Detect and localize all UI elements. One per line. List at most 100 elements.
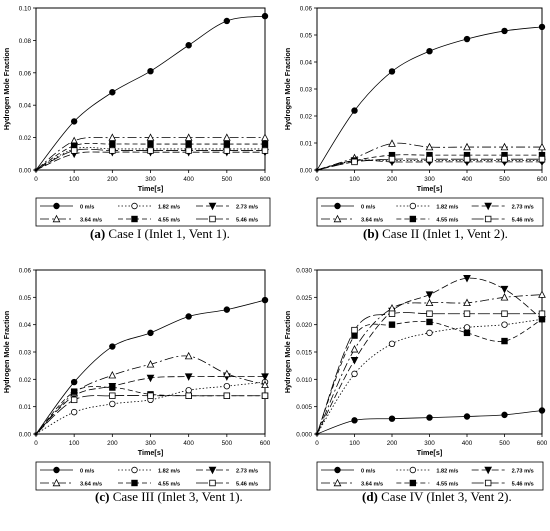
y-tick-label: 0.00 <box>19 168 32 175</box>
data-point <box>501 27 508 35</box>
data-point <box>463 310 471 317</box>
legend-label: 1.82 m/s <box>436 468 458 474</box>
x-tick-label: 500 <box>222 440 233 447</box>
data-point <box>501 310 508 317</box>
legend-label: 5.46 m/s <box>512 217 534 223</box>
legend-marker <box>53 202 60 210</box>
x-tick-label: 0 <box>34 176 38 183</box>
legend-marker <box>208 202 217 211</box>
origin-point <box>34 432 38 436</box>
y-tick-label: 0.03 <box>19 350 32 357</box>
legend-label: 3.64 m/s <box>361 217 383 223</box>
series-1 <box>315 23 546 172</box>
legend-marker <box>131 466 138 474</box>
series-1 <box>34 296 269 436</box>
legend-marker <box>333 478 342 487</box>
caption-text: Case I (Inlet 1, Vent 1). <box>105 226 230 241</box>
x-tick-label: 400 <box>462 176 473 183</box>
legend-marker <box>484 479 492 487</box>
x-tick-label: 100 <box>69 176 80 183</box>
data-point <box>223 392 231 399</box>
data-point <box>538 407 546 414</box>
plot-frame <box>35 269 266 435</box>
data-point <box>426 155 433 163</box>
data-point <box>351 370 358 378</box>
panel-caption: (c) Case III (Inlet 3, Vent 1). <box>95 489 243 505</box>
data-point <box>388 310 396 317</box>
data-point <box>426 310 433 317</box>
data-point <box>463 155 471 163</box>
x-tick-label: 500 <box>499 440 510 447</box>
data-point <box>538 155 546 163</box>
caption-tag: (a) <box>90 226 106 241</box>
legend-label: 4.55 m/s <box>158 481 180 487</box>
y-tick-label: 0.025 <box>296 295 312 302</box>
data-point <box>223 306 231 313</box>
legend-label: 1.82 m/s <box>158 204 180 210</box>
data-point <box>261 380 269 389</box>
data-point <box>147 329 154 337</box>
x-tick-label: 300 <box>424 176 435 183</box>
series-line <box>316 410 543 435</box>
data-point <box>425 142 434 151</box>
data-point <box>147 67 154 75</box>
legend-label: 0 m/s <box>80 468 94 474</box>
y-tick-label: 0.01 <box>300 141 313 148</box>
data-point <box>500 285 509 294</box>
y-tick-label: 0.04 <box>300 60 313 67</box>
x-tick-label: 300 <box>145 440 156 447</box>
x-tick-label: 300 <box>424 440 435 447</box>
data-point <box>70 396 78 404</box>
data-point <box>426 414 433 421</box>
series-5 <box>34 384 269 436</box>
data-point <box>147 147 154 154</box>
chart-panel-4: 0.000 0.005 0.010 0.015 0.020 0.025 0.030 0 100 2… <box>283 268 548 491</box>
legend-marker <box>131 215 138 223</box>
data-point <box>185 313 192 320</box>
y-tick-label: 0.08 <box>19 38 32 45</box>
y-tick-label: 0.030 <box>296 268 312 275</box>
data-point <box>388 340 396 347</box>
data-point <box>222 133 231 141</box>
legend-label: 5.46 m/s <box>236 217 258 223</box>
data-point <box>108 370 117 379</box>
y-tick-label: 0.02 <box>19 135 32 142</box>
data-point <box>109 140 116 148</box>
origin-point <box>315 168 319 172</box>
x-tick-label: 500 <box>222 176 233 183</box>
panel-caption: (b) Case II (Inlet 1, Vent 2). <box>363 226 508 242</box>
data-point <box>223 382 231 390</box>
data-point <box>70 118 78 125</box>
data-point <box>463 298 471 307</box>
legend-label: 2.73 m/s <box>236 204 258 210</box>
data-point <box>351 326 358 334</box>
y-axis-label: Hydrogen Mole Fraction <box>283 48 292 130</box>
series-3 <box>315 274 546 436</box>
y-tick-label: 0.02 <box>19 377 32 384</box>
series-1 <box>315 407 546 436</box>
legend: 0 m/s 1.82 m/s 2.73 m/s 3.64 m/s 4.55 m/s 5.4… <box>35 461 271 491</box>
x-tick-label: 200 <box>107 440 118 447</box>
origin-point <box>315 432 319 436</box>
series-3 <box>34 373 269 436</box>
data-point <box>463 35 471 43</box>
data-point <box>426 318 433 326</box>
legend-marker <box>409 215 417 223</box>
legend-box <box>316 197 544 227</box>
y-tick-label: 0.06 <box>19 70 32 77</box>
data-point <box>388 321 396 328</box>
data-point <box>351 417 358 424</box>
data-point <box>109 384 116 391</box>
caption-text: Case IV (Inlet 3, Vent 2). <box>377 489 512 504</box>
data-point <box>109 89 116 96</box>
legend-label: 0 m/s <box>361 468 375 474</box>
data-point <box>501 337 508 345</box>
legend-marker <box>484 202 493 211</box>
y-axis-label: Hydrogen Mole Fraction <box>2 311 11 393</box>
y-tick-label: 0.10 <box>19 6 32 13</box>
legend-marker <box>208 466 217 475</box>
data-point <box>500 142 509 151</box>
y-tick-label: 0.03 <box>300 87 313 94</box>
legend-label: 1.82 m/s <box>158 468 180 474</box>
